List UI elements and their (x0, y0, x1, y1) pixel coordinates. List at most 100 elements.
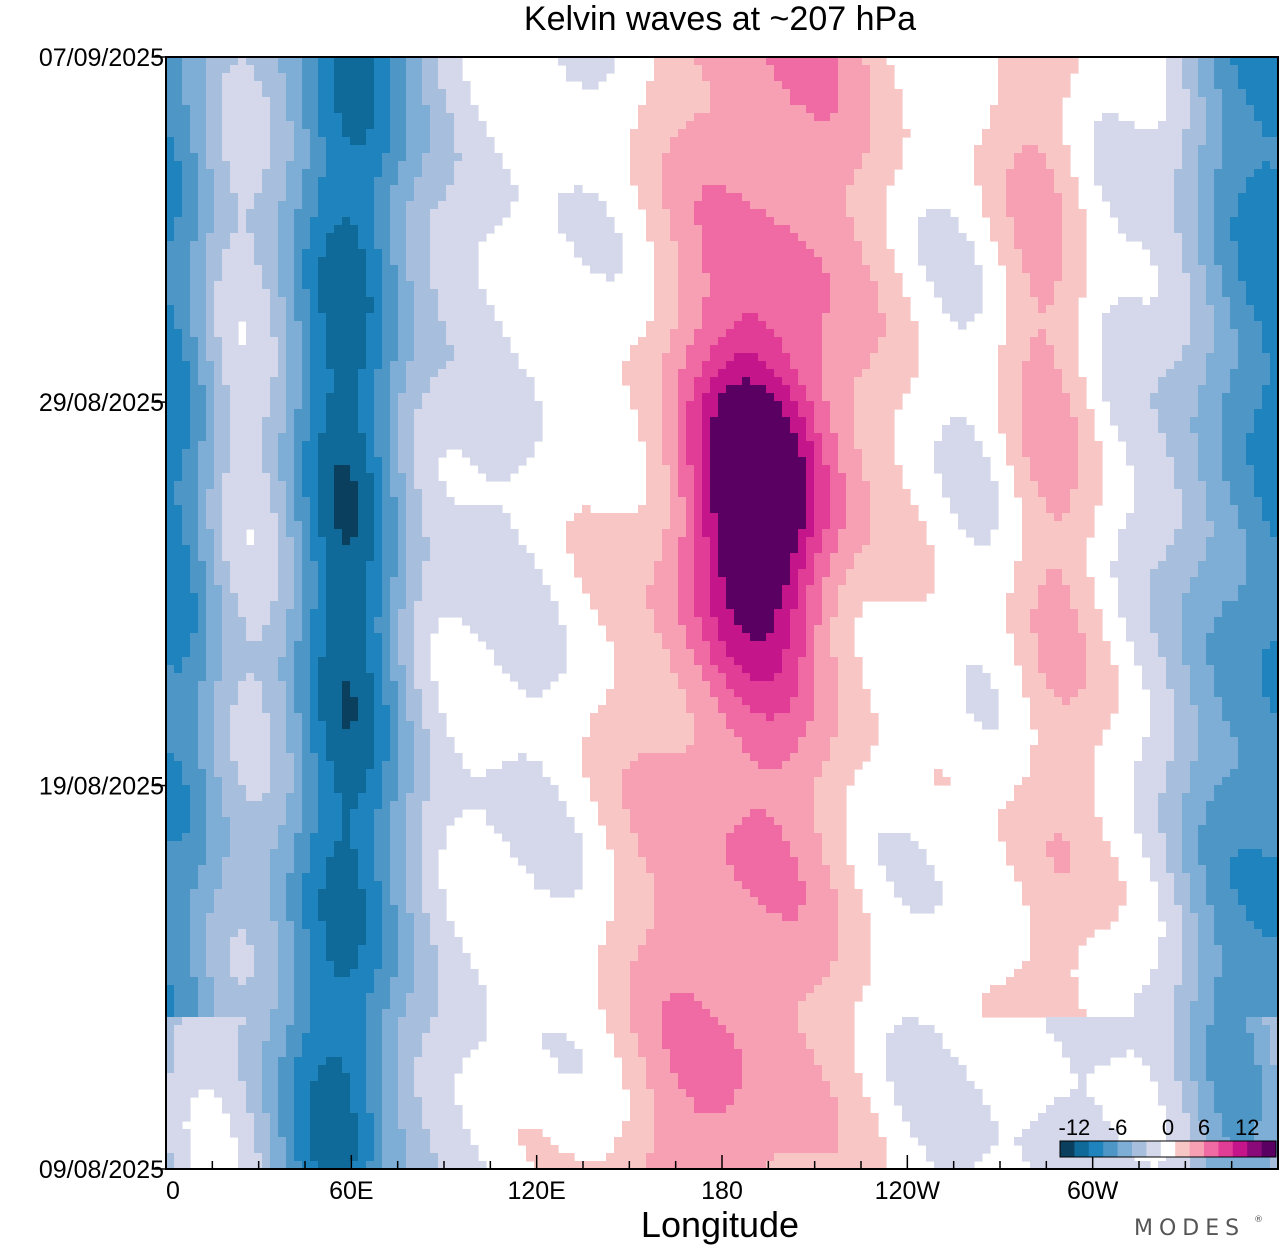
contour-cell (1054, 185, 1063, 194)
contour-cell (1190, 337, 1199, 346)
contour-cell (734, 81, 743, 90)
contour-cell (1174, 329, 1183, 338)
contour-cell (814, 113, 823, 122)
contour-cell (358, 89, 367, 98)
contour-cell (1014, 265, 1023, 274)
contour-cell (438, 249, 447, 258)
contour-cell (1214, 329, 1223, 338)
contour-cell (1246, 185, 1255, 194)
contour-cell (1190, 233, 1199, 242)
contour-cell (302, 145, 311, 154)
contour-cell (654, 369, 663, 378)
contour-cell (1262, 321, 1271, 330)
contour-cell (1214, 337, 1223, 346)
contour-cell (1214, 361, 1223, 370)
contour-cell (1014, 145, 1023, 154)
contour-cell (214, 393, 223, 402)
contour-cell (1182, 321, 1191, 330)
contour-cell (1102, 185, 1111, 194)
contour-cell (774, 73, 783, 82)
contour-cell (1046, 65, 1055, 74)
contour-cell (1142, 409, 1151, 418)
contour-cell (846, 337, 855, 346)
contour-cell (1078, 401, 1087, 410)
contour-cell (214, 217, 223, 226)
contour-cell (1126, 409, 1135, 418)
contour-cell (774, 177, 783, 186)
contour-cell (758, 257, 767, 266)
contour-cell (414, 145, 423, 154)
contour-cell (342, 257, 351, 266)
contour-cell (822, 241, 831, 250)
contour-cell (1030, 353, 1039, 362)
contour-cell (390, 177, 399, 186)
contour-cell (846, 417, 855, 426)
contour-cell (870, 401, 879, 410)
contour-cell (1102, 129, 1111, 138)
contour-cell (734, 401, 743, 410)
contour-cell (326, 169, 335, 178)
contour-cell (470, 353, 479, 362)
contour-cell (414, 273, 423, 282)
contour-cell (630, 369, 639, 378)
contour-cell (502, 185, 511, 194)
contour-cell (830, 329, 839, 338)
contour-cell (190, 241, 199, 250)
contour-cell (1118, 129, 1127, 138)
contour-cell (830, 73, 839, 82)
contour-cell (878, 321, 887, 330)
contour-cell (166, 313, 175, 322)
contour-cell (454, 153, 463, 162)
contour-cell (478, 337, 487, 346)
contour-cell (334, 113, 343, 122)
contour-cell (574, 185, 583, 194)
contour-cell (1230, 201, 1239, 210)
contour-cell (374, 73, 383, 82)
contour-cell (414, 161, 423, 170)
contour-cell (1030, 289, 1039, 298)
contour-cell (1238, 353, 1247, 362)
contour-cell (270, 281, 279, 290)
contour-cell (702, 249, 711, 258)
contour-cell (182, 321, 191, 330)
contour-cell (382, 361, 391, 370)
contour-cell (214, 385, 223, 394)
contour-cell (902, 321, 911, 330)
contour-cell (886, 401, 895, 410)
contour-cell (446, 249, 455, 258)
contour-cell (598, 201, 607, 210)
contour-cell (870, 273, 879, 282)
contour-cell (686, 57, 695, 66)
contour-cell (750, 217, 759, 226)
contour-cell (430, 329, 439, 338)
contour-cell (182, 289, 191, 298)
contour-cell (1038, 137, 1047, 146)
contour-cell (446, 145, 455, 154)
contour-cell (1198, 377, 1207, 386)
contour-cell (294, 81, 303, 90)
contour-cell (1222, 225, 1231, 234)
contour-cell (966, 297, 975, 306)
contour-cell (438, 361, 447, 370)
contour-cell (766, 177, 775, 186)
contour-cell (1142, 153, 1151, 162)
contour-cell (486, 169, 495, 178)
contour-cell (1094, 153, 1103, 162)
contour-cell (1014, 169, 1023, 178)
contour-cell (1262, 377, 1271, 386)
contour-cell (1094, 145, 1103, 154)
contour-cell (334, 257, 343, 266)
contour-cell (990, 185, 999, 194)
contour-cell (438, 89, 447, 98)
contour-cell (1174, 249, 1183, 258)
contour-cell (758, 177, 767, 186)
contour-cell (502, 425, 511, 434)
contour-cell (294, 153, 303, 162)
contour-cell (350, 129, 359, 138)
contour-cell (862, 81, 871, 90)
contour-cell (854, 97, 863, 106)
contour-cell (190, 129, 199, 138)
contour-cell (222, 73, 231, 82)
contour-cell (390, 257, 399, 266)
contour-cell (1014, 353, 1023, 362)
